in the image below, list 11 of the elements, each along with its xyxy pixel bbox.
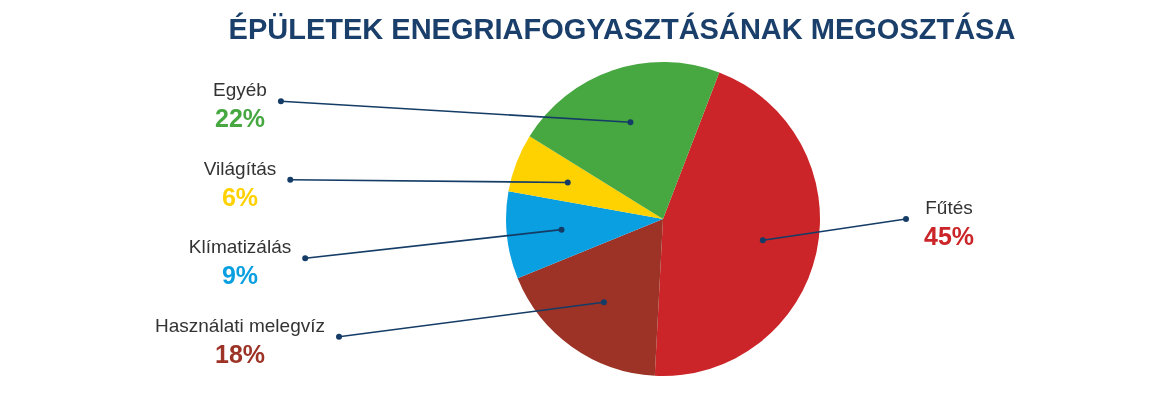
data-label: 18% xyxy=(214,339,266,368)
slice-label: Klímatizálás xyxy=(188,236,292,258)
data-label: 22% xyxy=(214,104,266,133)
data-label: 9% xyxy=(221,261,259,290)
chart-title: ÉPÜLETEK ENEGRIAFOGYASZTÁSÁNAK MEGOSZTÁSA xyxy=(228,13,1016,45)
slice-label: Világítás xyxy=(203,157,277,179)
slice-label: Használati melegvíz xyxy=(154,314,326,336)
data-label: 45% xyxy=(923,222,975,250)
slice-label: Egyéb xyxy=(213,79,267,101)
data-label: 6% xyxy=(221,182,259,211)
slice-label: Fűtés xyxy=(925,197,973,218)
